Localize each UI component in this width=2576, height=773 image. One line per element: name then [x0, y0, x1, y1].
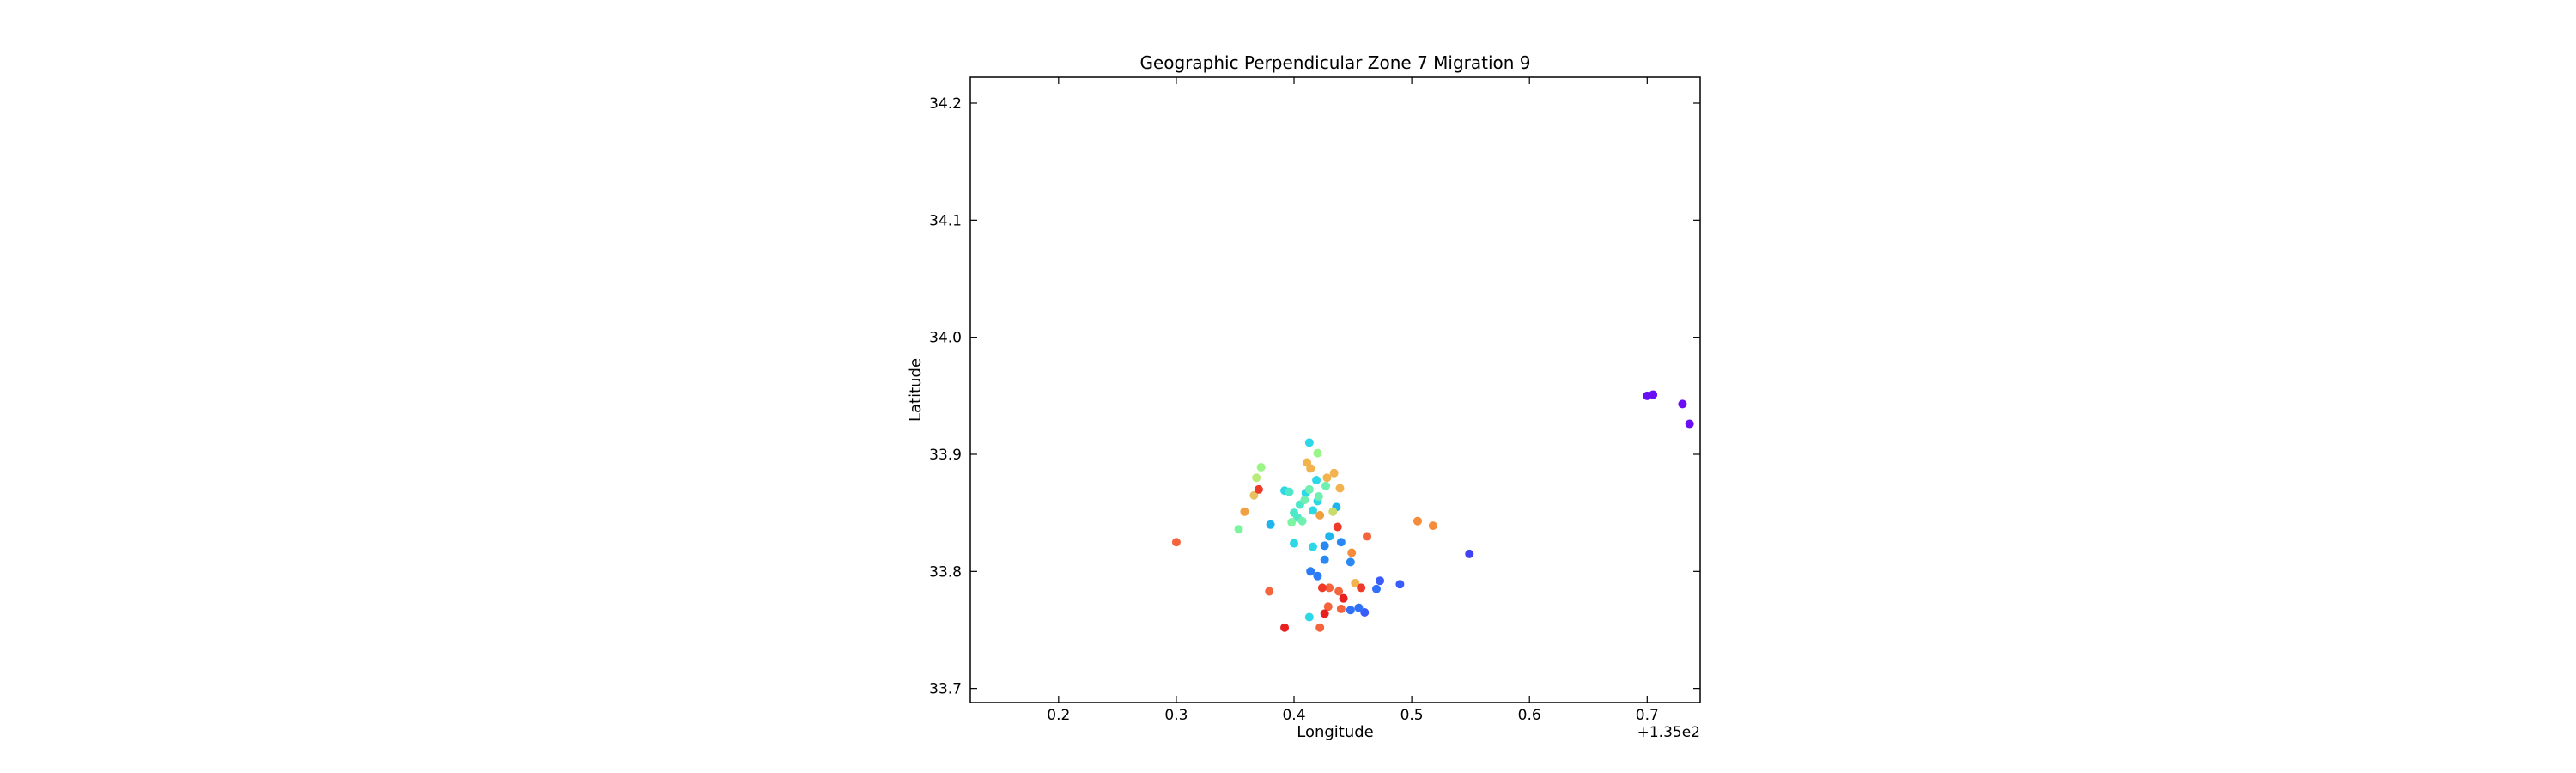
data-point — [1428, 521, 1437, 531]
y-tick-label: 33.9 — [929, 447, 962, 464]
data-point — [1315, 623, 1325, 632]
data-point — [1314, 492, 1323, 502]
data-point — [1317, 583, 1327, 593]
data-point — [1320, 555, 1329, 564]
data-point — [1325, 532, 1334, 541]
x-axis-label: Longitude — [1297, 723, 1374, 741]
data-point — [1678, 399, 1687, 409]
data-point — [1346, 557, 1355, 567]
x-tick-label: 0.6 — [1518, 707, 1541, 724]
axis-ticks: 0.2 0.3 0.4 0.5 0.6 0.7 33.7 33.8 33.9 34.0 34.1 34… — [929, 77, 1700, 724]
data-point — [1347, 548, 1357, 557]
data-point — [1312, 475, 1321, 484]
data-point — [1234, 525, 1243, 534]
data-point — [1328, 507, 1338, 516]
data-point — [1334, 587, 1344, 596]
y-tick-label: 33.8 — [929, 563, 962, 581]
data-point — [1360, 608, 1370, 618]
data-point — [1285, 487, 1294, 496]
data-point — [1252, 473, 1261, 483]
data-point — [1335, 484, 1345, 493]
data-point — [1333, 522, 1342, 532]
data-point — [1354, 603, 1364, 612]
y-tick-label: 33.7 — [929, 681, 962, 698]
data-point — [1320, 541, 1329, 551]
plot-area-frame — [969, 76, 1701, 703]
x-tick-label: 0.5 — [1400, 707, 1424, 724]
x-axis-offset-label: +1.35e2 — [1637, 724, 1700, 741]
data-point — [1395, 580, 1405, 589]
data-point — [1336, 538, 1346, 547]
data-point — [1249, 490, 1259, 500]
data-point — [1321, 481, 1331, 490]
chart-title: Geographic Perpendicular Zone 7 Migratio… — [1139, 52, 1530, 73]
data-point — [1265, 587, 1274, 596]
data-point — [1357, 583, 1366, 593]
data-point — [1465, 549, 1474, 558]
data-point — [1363, 532, 1372, 541]
data-point — [1287, 518, 1297, 527]
data-point — [1685, 419, 1694, 429]
data-point — [1336, 604, 1346, 613]
data-point — [1306, 567, 1315, 576]
data-point — [1313, 448, 1322, 458]
data-point — [1254, 484, 1263, 494]
data-point — [1346, 606, 1355, 615]
x-tick-label: 0.2 — [1047, 707, 1070, 724]
data-point — [1290, 539, 1299, 548]
data-point — [1325, 583, 1334, 593]
y-tick-label: 34.0 — [929, 330, 962, 347]
y-tick-label: 34.1 — [929, 212, 962, 229]
data-point — [1256, 462, 1266, 472]
data-point — [1171, 538, 1181, 547]
data-points — [1171, 390, 1694, 632]
y-axis-label: Latitude — [907, 358, 925, 422]
data-point — [1322, 473, 1332, 483]
data-point — [1304, 484, 1314, 494]
data-point — [1339, 593, 1348, 603]
x-tick-label: 0.7 — [1636, 707, 1659, 724]
data-point — [1306, 464, 1315, 473]
data-point — [1304, 612, 1314, 622]
data-point — [1413, 516, 1422, 526]
data-point — [1649, 390, 1658, 399]
data-point — [1304, 438, 1314, 447]
y-tick-label: 34.2 — [929, 95, 962, 113]
data-point — [1280, 623, 1290, 632]
data-point — [1315, 510, 1325, 520]
data-point — [1329, 468, 1339, 478]
x-tick-label: 0.3 — [1164, 707, 1188, 724]
data-point — [1308, 506, 1317, 515]
data-point — [1266, 520, 1275, 529]
data-point — [1376, 576, 1385, 586]
data-point — [1300, 496, 1309, 505]
data-point — [1313, 571, 1322, 581]
x-tick-label: 0.4 — [1282, 707, 1305, 724]
data-point — [1297, 516, 1307, 526]
data-point — [1371, 584, 1381, 593]
data-point — [1323, 602, 1333, 612]
data-point — [1351, 578, 1360, 587]
data-point — [1240, 507, 1249, 516]
data-point — [1320, 609, 1329, 618]
data-point — [1308, 542, 1317, 551]
